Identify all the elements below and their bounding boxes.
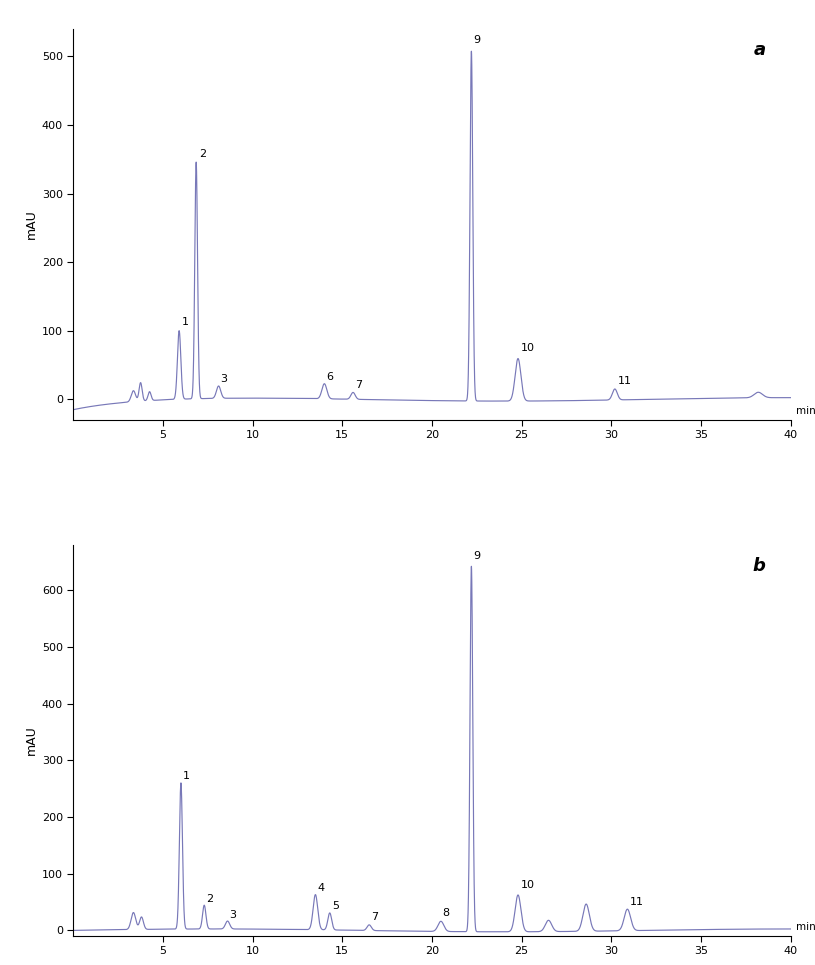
Text: 2: 2 [206,895,214,904]
Text: 10: 10 [521,343,535,353]
Text: 11: 11 [630,896,644,906]
Text: b: b [752,557,765,575]
Text: 9: 9 [474,36,481,45]
Text: 11: 11 [618,375,632,386]
Text: 3: 3 [220,374,227,384]
Text: 9: 9 [474,551,481,562]
Text: 1: 1 [182,317,189,326]
Y-axis label: mAU: mAU [24,209,37,239]
Y-axis label: mAU: mAU [24,726,37,756]
Text: 5: 5 [332,901,339,911]
Text: min: min [796,406,815,416]
Text: min: min [796,923,815,932]
Text: 4: 4 [318,883,324,893]
Text: 8: 8 [443,908,450,918]
Text: 2: 2 [199,149,206,158]
Text: 10: 10 [521,880,535,890]
Text: 7: 7 [355,380,362,390]
Text: 1: 1 [183,771,190,781]
Text: 7: 7 [371,913,378,923]
Text: 3: 3 [229,910,236,921]
Text: 6: 6 [326,372,333,381]
Text: a: a [753,41,765,59]
